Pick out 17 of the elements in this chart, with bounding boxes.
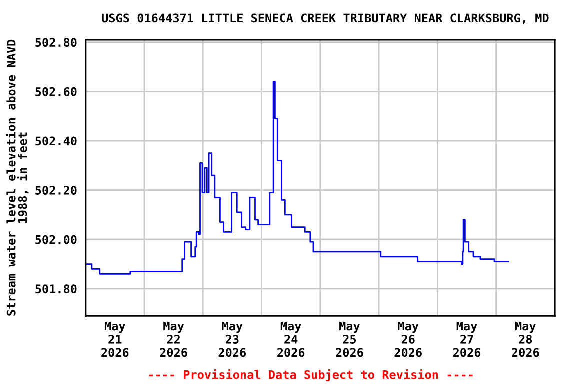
x-tick-label: May 24 2026 (278, 322, 305, 358)
y-axis-title: Stream water level elevation above NAVD 1988, in feet (6, 40, 29, 316)
text: ---- Provisional Data Subject to Revision ---- (149, 370, 473, 382)
x-tick-label: May 22 2026 (160, 322, 188, 358)
y-tick-label: 502.20 (36, 186, 77, 195)
x-tick-label: May 27 2026 (453, 322, 481, 358)
x-tick-label: May 21 2026 (102, 322, 129, 358)
y-tick-label: 502.40 (36, 136, 77, 146)
chart-title: USGS 01644371 LITTLE SENECA CREEK TRIBUTARY NEAR CLARKSBURG, MD (102, 14, 549, 24)
y-tick-label: 501.80 (36, 284, 77, 294)
x-tick-label: May 26 2026 (394, 322, 422, 358)
y-tick-label: 502.00 (36, 235, 77, 244)
y-tick-label: 502.80 (36, 38, 77, 48)
x-tick-label: May 28 2026 (512, 322, 540, 358)
x-tick-label: May 25 2026 (336, 322, 364, 358)
x-tick-label: May 23 2026 (218, 322, 246, 358)
y-tick-label: 502.60 (36, 87, 77, 96)
